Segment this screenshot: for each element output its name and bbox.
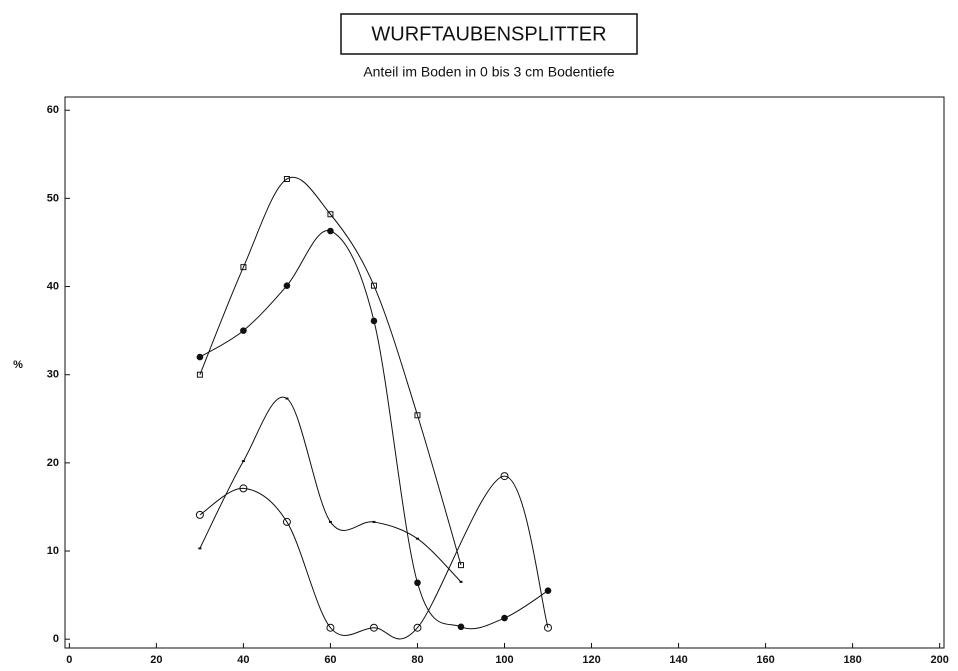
point bbox=[196, 353, 204, 361]
point bbox=[240, 264, 247, 271]
y-tick-label: 60 bbox=[47, 104, 59, 116]
point bbox=[328, 520, 332, 523]
point bbox=[414, 412, 421, 419]
x-tick-label: 0 bbox=[66, 654, 72, 666]
point bbox=[372, 520, 376, 523]
y-tick-label: 50 bbox=[47, 192, 59, 204]
y-tick-label: 30 bbox=[47, 369, 59, 381]
fit-curve bbox=[199, 230, 549, 630]
x-tick-label: 80 bbox=[411, 654, 423, 666]
y-tick-label: 10 bbox=[47, 545, 59, 557]
point bbox=[327, 211, 334, 218]
point bbox=[414, 579, 421, 587]
point bbox=[370, 282, 377, 289]
point bbox=[370, 317, 378, 325]
point bbox=[544, 587, 552, 594]
x-tick-label: 100 bbox=[495, 654, 513, 666]
point bbox=[283, 175, 290, 182]
chart-subtitle: Anteil im Boden in 0 bis 3 cm Bodentiefe bbox=[363, 64, 615, 80]
point bbox=[239, 484, 248, 493]
point bbox=[326, 623, 335, 632]
x-tick-label: 40 bbox=[237, 654, 249, 666]
point bbox=[457, 623, 465, 631]
plot-frame bbox=[64, 96, 945, 649]
fit-curve bbox=[199, 475, 549, 640]
point bbox=[415, 537, 419, 540]
point bbox=[195, 510, 204, 519]
point bbox=[282, 517, 291, 526]
x-tick-label: 60 bbox=[324, 654, 336, 666]
title-box bbox=[340, 13, 638, 55]
point bbox=[413, 623, 422, 632]
point bbox=[283, 282, 291, 289]
fit-curve bbox=[199, 176, 462, 566]
x-tick-label: 140 bbox=[669, 654, 687, 666]
point bbox=[241, 460, 245, 463]
point bbox=[285, 397, 289, 400]
point bbox=[240, 327, 247, 334]
x-tick-label: 180 bbox=[843, 654, 861, 666]
point bbox=[196, 371, 203, 378]
chart-title: WURFTAUBENSPLITTER bbox=[371, 23, 606, 45]
point bbox=[457, 562, 464, 569]
point bbox=[198, 547, 202, 550]
point bbox=[327, 227, 334, 235]
fit-curve bbox=[199, 396, 462, 583]
point bbox=[500, 472, 509, 481]
point bbox=[544, 623, 553, 632]
x-tick-label: 200 bbox=[930, 654, 948, 666]
x-tick-label: 20 bbox=[150, 654, 162, 666]
y-tick-label: 40 bbox=[47, 280, 59, 292]
point bbox=[369, 623, 378, 632]
y-tick-label: 0 bbox=[53, 633, 59, 645]
y-tick-label: 20 bbox=[47, 457, 59, 469]
x-tick-label: 160 bbox=[756, 654, 774, 666]
point bbox=[501, 614, 508, 622]
point bbox=[459, 580, 463, 583]
y-axis-label: % bbox=[13, 359, 23, 371]
x-tick-label: 120 bbox=[582, 654, 600, 666]
